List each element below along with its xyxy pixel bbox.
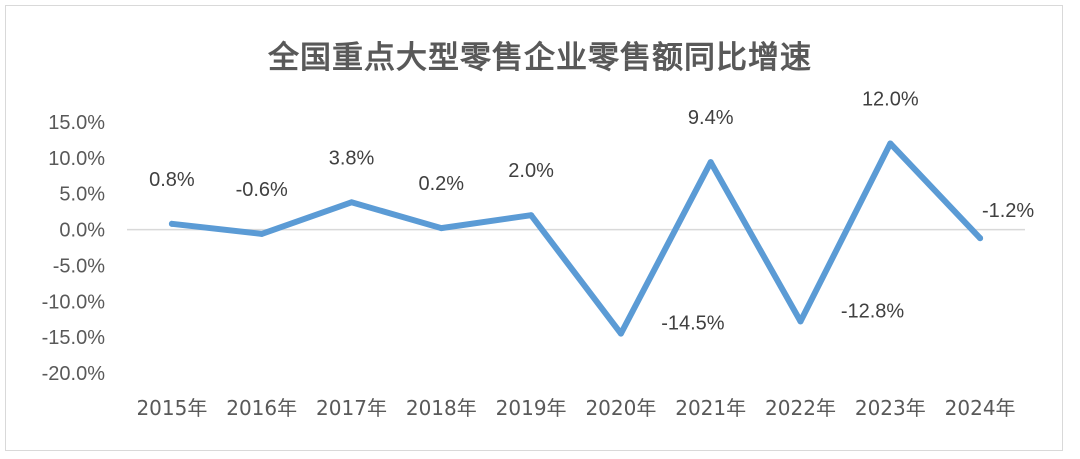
data-point: [258, 230, 265, 237]
x-tick-label: 2016年: [226, 396, 297, 420]
chart-frame: [5, 5, 1063, 451]
data-label: 12.0%: [862, 89, 919, 111]
data-label: 9.4%: [688, 107, 734, 129]
data-label: -0.6%: [236, 179, 288, 201]
x-axis-ticks: 2015年 2016年 2017年 2018年 2019年 2020年 2021年 2022年…: [136, 396, 1015, 420]
data-point: [617, 330, 624, 337]
data-point: [168, 220, 175, 227]
x-tick-label: 2023年: [855, 396, 926, 420]
x-tick-label: 2018年: [406, 396, 477, 420]
y-tick-label: -10.0%: [42, 291, 106, 313]
y-tick-label: -15.0%: [42, 327, 106, 349]
data-label: 2.0%: [508, 160, 554, 182]
data-label: 0.2%: [419, 173, 465, 195]
data-point: [348, 199, 355, 206]
data-point: [887, 140, 894, 147]
data-point: [528, 212, 535, 219]
data-point: [707, 159, 714, 166]
data-label: -1.2%: [982, 200, 1034, 222]
data-point: [977, 235, 984, 242]
data-point: [438, 225, 445, 232]
chart-title: 全国重点大型零售企业零售额同比增速: [268, 40, 812, 76]
x-tick-label: 2022年: [765, 396, 836, 420]
x-tick-label: 2017年: [316, 396, 387, 420]
y-tick-label: 15.0%: [48, 112, 105, 134]
x-tick-label: 2024年: [945, 396, 1016, 420]
data-labels: 0.8% -0.6% 3.8% 0.2% 2.0% -14.5% 9.4% -12.8% 12.…: [149, 89, 1034, 337]
y-tick-label: 10.0%: [48, 148, 105, 170]
data-label: -12.8%: [841, 300, 905, 322]
data-label: 3.8%: [329, 147, 375, 169]
y-tick-label: -5.0%: [53, 255, 105, 277]
y-tick-label: 0.0%: [59, 220, 105, 242]
data-label: 0.8%: [149, 169, 195, 191]
series-line: [168, 140, 984, 337]
data-label: -14.5%: [661, 313, 725, 335]
y-tick-label: -20.0%: [42, 363, 106, 385]
data-point: [797, 318, 804, 325]
x-tick-label: 2021年: [675, 396, 746, 420]
x-tick-label: 2015年: [136, 396, 207, 420]
x-tick-label: 2019年: [496, 396, 567, 420]
x-tick-label: 2020年: [585, 396, 656, 420]
y-tick-label: 5.0%: [59, 184, 105, 206]
y-axis-ticks: 15.0% 10.0% 5.0% 0.0% -5.0% -10.0% -15.0% -20.0…: [42, 112, 106, 385]
